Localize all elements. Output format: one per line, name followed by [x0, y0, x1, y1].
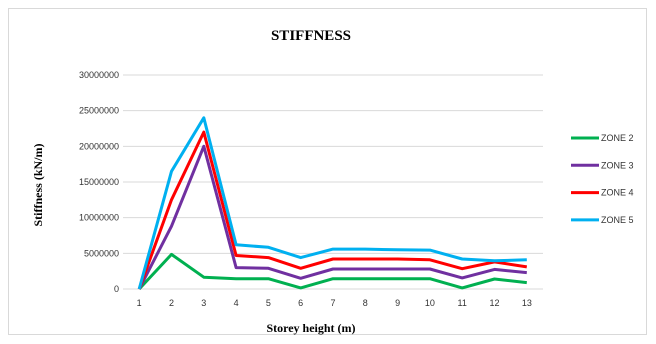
chart-frame: STIFFNESS 0 5000000 10000000 15000000 200000…: [8, 8, 647, 335]
x-tick-label: 13: [522, 298, 532, 308]
x-tick-label: 2: [169, 298, 174, 308]
series-line-zone-3: [137, 144, 527, 290]
legend-label: ZONE 5: [601, 215, 634, 225]
y-tick-label: 30000000: [79, 70, 119, 80]
y-tick-label: 25000000: [79, 106, 119, 116]
legend-label: ZONE 3: [601, 160, 634, 170]
y-tick-label: 10000000: [79, 213, 119, 223]
x-tick-label: 9: [395, 298, 400, 308]
x-tick-label: 3: [201, 298, 206, 308]
legend: ZONE 2 ZONE 3 ZONE 4 ZONE 5: [571, 133, 634, 225]
x-tick-label: 8: [363, 298, 368, 308]
y-axis-title: Stiffness (kN/m): [31, 143, 45, 226]
x-tick-label: 12: [490, 298, 500, 308]
x-tick-label: 1: [137, 298, 142, 308]
y-tick-label: 5000000: [84, 248, 119, 258]
y-tick-label: 15000000: [79, 177, 119, 187]
y-tick-label: 0: [114, 284, 119, 294]
x-tick-label: 5: [266, 298, 271, 308]
series-line-zone-4: [137, 130, 528, 290]
legend-label: ZONE 2: [601, 133, 634, 143]
x-tick-label: 4: [234, 298, 239, 308]
x-axis-title: Storey height (m): [266, 321, 355, 335]
chart-title: STIFFNESS: [271, 28, 351, 44]
x-tick-labels: 1 2 3 4 5 6 7 8 9 10 11 12 13: [137, 298, 532, 308]
series-layer: [137, 116, 528, 291]
y-tick-labels: 0 5000000 10000000 15000000 20000000 25000000…: [79, 70, 119, 294]
series-line-zone-2: [138, 252, 527, 291]
x-tick-label: 6: [298, 298, 303, 308]
chart-svg: STIFFNESS 0 5000000 10000000 15000000 200000…: [31, 28, 634, 335]
x-tick-label: 10: [425, 298, 435, 308]
x-tick-label: 11: [458, 298, 467, 308]
y-tick-label: 20000000: [79, 141, 119, 151]
legend-label: ZONE 4: [601, 188, 634, 198]
x-tick-label: 7: [330, 298, 335, 308]
series-line-zone-5: [137, 116, 527, 290]
grid-layer: [123, 74, 543, 290]
